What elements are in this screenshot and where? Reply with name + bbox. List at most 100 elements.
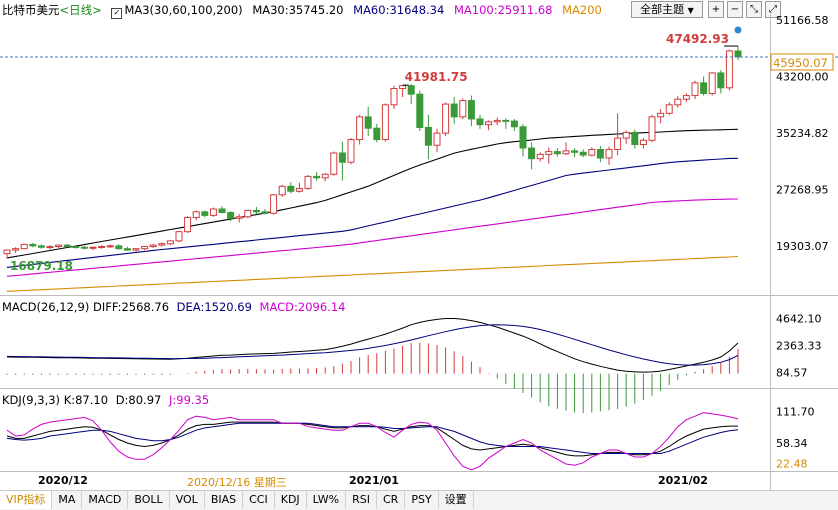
candle-body bbox=[98, 246, 106, 249]
candle-body bbox=[106, 245, 114, 248]
kdj-k-value: K:87.10 bbox=[63, 393, 109, 407]
kdj-j-value: J:99.35 bbox=[169, 393, 210, 407]
candle-body bbox=[399, 85, 407, 90]
candle-body bbox=[132, 248, 140, 251]
tab-kdj[interactable]: KDJ bbox=[275, 491, 307, 509]
theme-select-button[interactable]: 全部主题 ▼ bbox=[631, 1, 703, 18]
macd-diff-value: DIFF:2568.76 bbox=[93, 300, 170, 314]
y-tick-label: 43200.00 bbox=[776, 70, 829, 83]
candle-body bbox=[373, 127, 381, 141]
candle-body bbox=[184, 216, 192, 233]
main-legend: 比特币美元<日线> ✓ MA3(30,60,100,200) MA30:35745… bbox=[2, 2, 608, 19]
symbol-label: 比特币美元 bbox=[2, 3, 60, 17]
candle-body bbox=[304, 175, 312, 189]
candle-body bbox=[433, 132, 441, 146]
candle-body bbox=[338, 152, 346, 163]
tab-bias[interactable]: BIAS bbox=[205, 491, 244, 509]
tab-ma[interactable]: MA bbox=[52, 491, 83, 509]
candle-body bbox=[485, 121, 493, 126]
tab-cr[interactable]: CR bbox=[377, 491, 406, 509]
expand-icon[interactable]: ⤢ bbox=[765, 1, 781, 18]
candle-body bbox=[218, 208, 226, 214]
period-label[interactable]: <日线> bbox=[59, 3, 102, 17]
candle-body bbox=[46, 246, 54, 249]
candle-body bbox=[588, 148, 596, 156]
candle-body bbox=[313, 175, 321, 179]
candle-body bbox=[252, 209, 260, 213]
add-icon[interactable]: + bbox=[708, 1, 724, 18]
macd-legend: MACD(26,12,9) DIFF:2568.76 DEA:1520.69 M… bbox=[2, 300, 345, 314]
macd-y-tick-label: 84.57 bbox=[776, 367, 808, 380]
candle-body bbox=[700, 82, 708, 94]
tab-macd[interactable]: MACD bbox=[82, 491, 129, 509]
candle-body bbox=[596, 148, 604, 159]
candle-body bbox=[347, 139, 355, 163]
candle-body bbox=[682, 95, 690, 100]
macd-line-dea bbox=[6, 324, 739, 366]
candle-body bbox=[674, 98, 682, 106]
tab-cci[interactable]: CCI bbox=[243, 491, 275, 509]
candle-body bbox=[89, 246, 97, 249]
candle-body bbox=[158, 243, 166, 246]
candle-body bbox=[717, 72, 725, 89]
candle-body bbox=[631, 131, 639, 145]
ma30-value: MA30:35745.20 bbox=[252, 3, 344, 17]
candle-body bbox=[476, 118, 484, 126]
ma200-value: MA200 bbox=[562, 3, 602, 17]
kdj-y-tick-label: 22.48 bbox=[776, 458, 808, 471]
ma-line-ma30 bbox=[6, 128, 739, 259]
candle-body bbox=[201, 211, 209, 216]
candle-body bbox=[278, 185, 286, 196]
candle-body bbox=[37, 245, 45, 248]
tab-settings[interactable]: 设置 bbox=[439, 491, 474, 509]
ma-indicator-icon[interactable]: ✓ bbox=[111, 8, 123, 19]
ma60-value: MA60:31648.34 bbox=[353, 3, 445, 17]
candle-body bbox=[450, 103, 458, 118]
candle-body bbox=[364, 116, 372, 129]
kdj-y-tick-label: 58.34 bbox=[776, 437, 808, 450]
candle-body bbox=[270, 194, 278, 214]
candle-body bbox=[691, 82, 699, 97]
macd-title: MACD(26,12,9) bbox=[2, 300, 90, 314]
tab-vip[interactable]: VIP指标 bbox=[0, 491, 53, 509]
x-label-2020-12: 2020/12 bbox=[38, 474, 88, 487]
candle-body bbox=[734, 50, 742, 58]
candle-body bbox=[55, 244, 63, 248]
kdj-legend: KDJ(9,3,3) K:87.10 D:80.97 J:99.35 bbox=[2, 393, 209, 407]
theme-select-label: 全部主题 bbox=[640, 3, 685, 16]
candle-body bbox=[381, 104, 389, 141]
chart-canvas[interactable]: 51166.58 43200.00 35234.82 27268.95 19303.07… bbox=[0, 0, 838, 490]
candle-body bbox=[287, 185, 295, 192]
candle-body bbox=[725, 50, 733, 89]
tab-psy[interactable]: PSY bbox=[405, 491, 439, 509]
candle-body bbox=[227, 212, 235, 219]
candle-body bbox=[141, 246, 149, 250]
candle-body bbox=[295, 187, 303, 192]
macd-line-diff bbox=[6, 318, 739, 373]
candle-body bbox=[424, 126, 432, 146]
candle-body bbox=[605, 148, 613, 159]
candle-body bbox=[648, 116, 656, 141]
current-price-label: 45950.07 bbox=[773, 56, 828, 70]
tab-boll[interactable]: BOLL bbox=[128, 491, 170, 509]
tab-lwpct[interactable]: LW% bbox=[307, 491, 347, 509]
candle-body bbox=[536, 153, 544, 160]
kdj-line-j bbox=[6, 412, 739, 471]
candle-body bbox=[356, 116, 364, 141]
candle-body bbox=[467, 100, 475, 120]
candle-body bbox=[528, 147, 536, 160]
tab-vol[interactable]: VOL bbox=[170, 491, 205, 509]
candle-body bbox=[330, 152, 338, 175]
candle-body bbox=[192, 211, 200, 218]
shrink-icon[interactable]: ⤡ bbox=[746, 1, 762, 18]
macd-y-tick-label: 2363.33 bbox=[776, 339, 822, 352]
candle-body bbox=[614, 137, 622, 150]
candle-body bbox=[665, 104, 673, 114]
candle-body bbox=[390, 88, 398, 106]
current-price-box bbox=[770, 53, 834, 71]
subtract-icon[interactable]: − bbox=[727, 1, 743, 18]
kdj-y-tick-label: 111.70 bbox=[776, 406, 815, 419]
tab-rsi[interactable]: RSI bbox=[346, 491, 377, 509]
candle-body bbox=[459, 100, 467, 118]
candle-body bbox=[553, 151, 561, 155]
